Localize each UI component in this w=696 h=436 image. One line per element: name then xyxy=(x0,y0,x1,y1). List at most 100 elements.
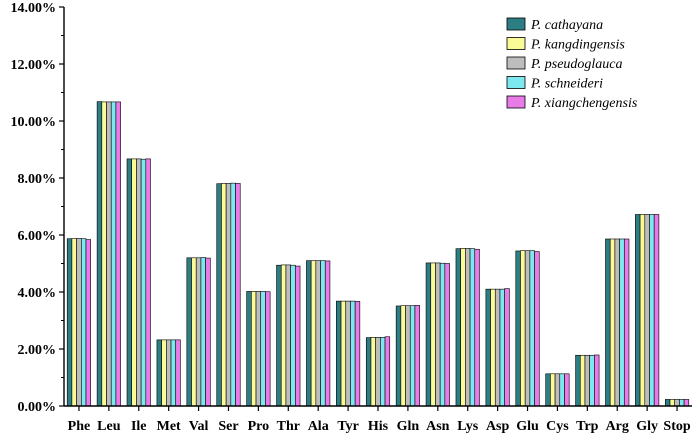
x-tick-label-his: His xyxy=(368,419,389,434)
x-tick-label-thr: Thr xyxy=(277,419,300,434)
y-tick-label: 14.00% xyxy=(11,1,57,16)
bar-pro-series-0 xyxy=(246,291,252,407)
bar-tyr-series-1 xyxy=(340,300,347,407)
bar-lys-series-3 xyxy=(469,248,476,407)
bar-ile-series-1 xyxy=(131,158,137,407)
bar-cys-series-2 xyxy=(554,373,561,407)
bar-met-series-0 xyxy=(156,339,162,407)
bar-met-series-2 xyxy=(166,339,172,407)
bar-glu-series-2 xyxy=(524,250,531,407)
bar-asn-series-3 xyxy=(439,262,446,407)
x-tick-label-gln: Gln xyxy=(397,419,420,434)
bar-gly-series-1 xyxy=(639,214,646,407)
bar-pro-series-3 xyxy=(260,291,266,407)
bar-cys-series-3 xyxy=(559,373,565,407)
bar-ser-series-2 xyxy=(225,183,232,407)
bar-leu-series-1 xyxy=(101,101,107,407)
bar-met-series-3 xyxy=(170,339,177,407)
legend-swatch-2 xyxy=(506,56,526,70)
bar-gly-series-3 xyxy=(649,214,655,407)
bar-ala-series-1 xyxy=(310,260,317,407)
bar-pro-series-2 xyxy=(255,291,262,407)
bar-ile-series-0 xyxy=(126,158,133,407)
x-tick-label-lys: Lys xyxy=(457,419,479,434)
bar-lys-series-4 xyxy=(474,248,480,407)
x-tick-label-leu: Leu xyxy=(97,419,121,434)
bar-arg-series-3 xyxy=(619,238,625,407)
bar-val-series-4 xyxy=(205,257,211,407)
bar-phe-series-3 xyxy=(81,238,87,407)
legend: P. cathayana P. kangdingensis P. pseudogla… xyxy=(506,17,638,111)
bar-stop-series-1 xyxy=(669,399,675,407)
x-tick-label-pro: Pro xyxy=(248,419,270,434)
x-tick-label-trp: Trp xyxy=(576,419,599,434)
bar-trp-series-0 xyxy=(575,354,581,407)
bar-trp-series-4 xyxy=(594,354,600,407)
bar-his-series-1 xyxy=(370,337,376,407)
bar-arg-series-2 xyxy=(614,238,620,407)
bar-ser-series-4 xyxy=(235,183,241,407)
bar-gln-series-1 xyxy=(400,305,406,407)
bar-thr-series-2 xyxy=(285,264,291,407)
y-tick-label: 10.00% xyxy=(11,115,57,130)
y-tick-label: 4.00% xyxy=(18,286,57,301)
bar-lys-series-1 xyxy=(460,248,466,407)
bar-val-series-3 xyxy=(200,257,206,407)
legend-label-2: P. pseudoglauca xyxy=(530,57,623,72)
x-tick-label-cys: Cys xyxy=(546,419,569,434)
bar-glu-series-4 xyxy=(534,251,540,407)
bar-his-series-2 xyxy=(375,337,381,407)
bar-leu-series-4 xyxy=(115,101,121,407)
bar-gln-series-2 xyxy=(405,305,411,407)
bar-gly-series-2 xyxy=(644,214,650,407)
x-tick-label-gly: Gly xyxy=(636,419,658,434)
bar-thr-series-4 xyxy=(295,265,301,407)
bar-lys-series-2 xyxy=(465,248,471,407)
bar-glu-series-3 xyxy=(529,250,535,407)
bar-gln-series-4 xyxy=(414,305,420,407)
bar-met-series-4 xyxy=(175,339,181,407)
legend-label-1: P. kangdingensis xyxy=(530,38,625,53)
bar-cys-series-0 xyxy=(545,373,551,407)
bar-his-series-4 xyxy=(384,336,391,407)
bar-val-series-0 xyxy=(186,257,192,407)
bar-lys-series-0 xyxy=(455,248,461,407)
y-tick-label: 2.00% xyxy=(18,343,57,358)
bar-his-series-3 xyxy=(380,337,386,407)
bar-ala-series-0 xyxy=(306,260,312,407)
bar-cys-series-1 xyxy=(550,373,556,407)
bar-ala-series-4 xyxy=(324,260,331,407)
bar-ser-series-1 xyxy=(221,183,227,407)
x-tick-label-tyr: Tyr xyxy=(337,419,359,434)
y-tick-label: 12.00% xyxy=(11,58,57,73)
bars-group xyxy=(66,101,690,407)
bar-phe-series-4 xyxy=(85,239,91,407)
x-tick-label-stop: Stop xyxy=(663,419,690,434)
bar-met-series-1 xyxy=(161,339,167,407)
bar-cys-series-4 xyxy=(564,373,570,407)
bar-thr-series-3 xyxy=(290,264,296,407)
bar-asn-series-0 xyxy=(425,262,432,407)
bar-ser-series-3 xyxy=(230,182,236,407)
x-tick-label-met: Met xyxy=(157,419,181,434)
bar-trp-series-3 xyxy=(589,354,595,407)
bar-arg-series-1 xyxy=(609,238,616,407)
x-tick-label-phe: Phe xyxy=(68,419,91,434)
legend-swatch-0 xyxy=(506,17,526,31)
bar-leu-series-2 xyxy=(106,101,112,407)
bar-stop-series-0 xyxy=(664,399,671,407)
bar-phe-series-0 xyxy=(66,238,73,407)
bar-his-series-0 xyxy=(365,337,372,407)
bar-thr-series-1 xyxy=(280,264,287,407)
bar-asn-series-1 xyxy=(430,262,436,407)
bar-asp-series-3 xyxy=(499,288,505,407)
x-tick-label-ser: Ser xyxy=(218,419,238,434)
bar-asp-series-2 xyxy=(494,288,501,407)
legend-label-0: P. cathayana xyxy=(530,18,603,33)
legend-label-4: P. xiangchengensis xyxy=(530,96,638,111)
x-tick-label-ala: Ala xyxy=(308,419,329,434)
bar-gly-series-0 xyxy=(635,214,641,407)
bar-trp-series-1 xyxy=(579,354,586,407)
x-tick-label-arg: Arg xyxy=(606,419,629,434)
